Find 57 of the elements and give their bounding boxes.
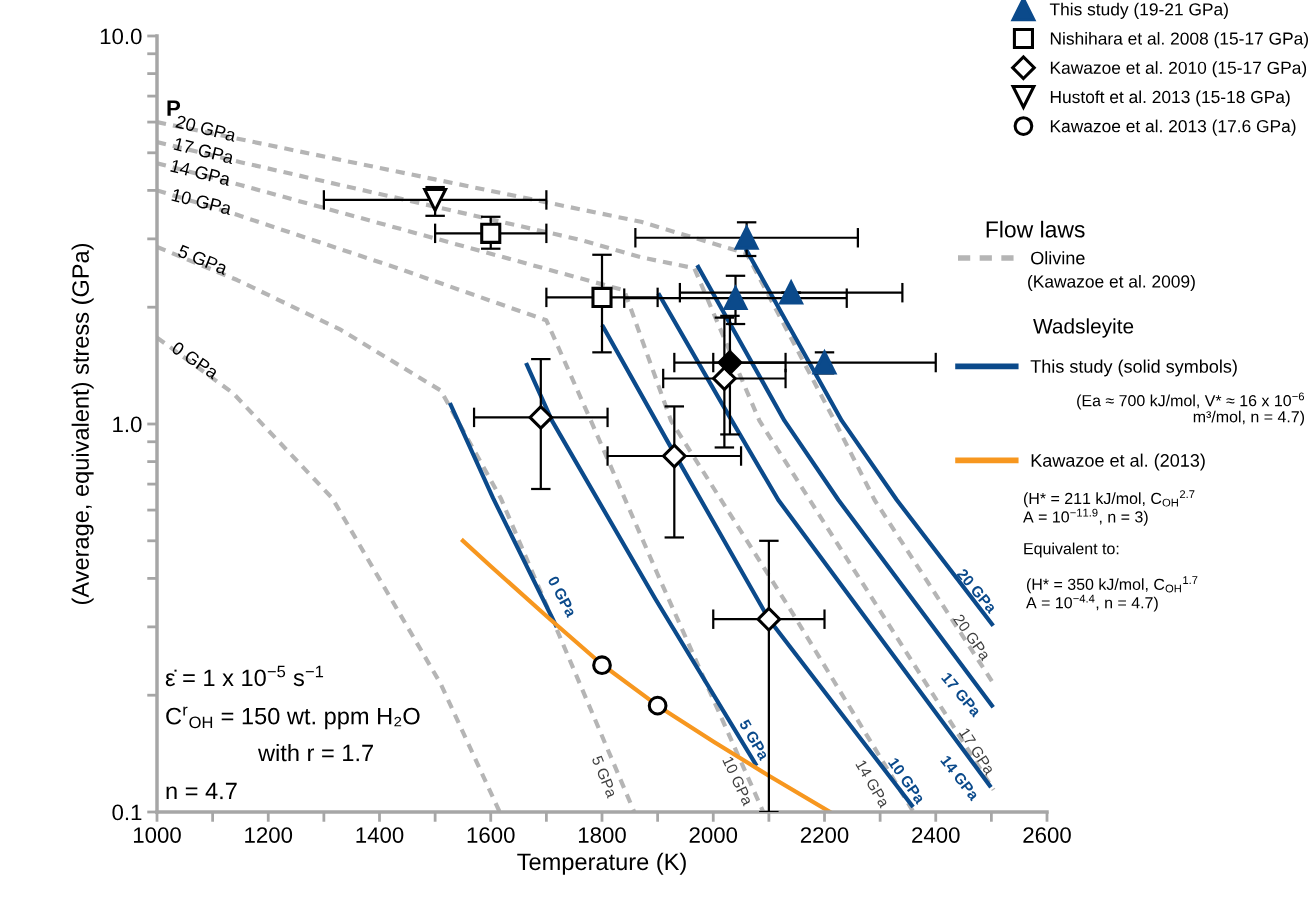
line-series [157, 335, 502, 812]
point [480, 222, 502, 244]
point [592, 655, 612, 676]
point [778, 278, 804, 305]
y-tick-label: 1.0 [113, 416, 142, 433]
x-tick-label: 2200 [800, 827, 849, 843]
annotation: (Kawazoe et al. 2009) [1028, 274, 1195, 292]
annotation: 0 GPa [547, 575, 578, 619]
annotation: 10 GPa [722, 756, 754, 807]
legend-title: Flow laws [986, 220, 1085, 238]
legend-label: This study (19-21 GPa) [1049, 2, 1228, 19]
text: (Ea ≈ 700 kJ/mol, V* ≈ 16 x 10$^{−6}$ m³/mol, n = 4.7) [1077, 392, 1305, 426]
point [591, 286, 613, 308]
annotation: C$^{r}$$_{OH}$ = 150 wt. ppm H₂O [166, 706, 420, 730]
legend-label: Kawazoe et al. 2010 (15-17 GPa) [1050, 61, 1307, 78]
legend-label: Nishihara et al. 2008 (15-17 GPa) [1050, 31, 1308, 49]
y-tick-label: 10.0 [100, 28, 142, 45]
annotation: Equivalent to: [1024, 542, 1119, 558]
line-series [157, 244, 637, 812]
legend-label: Kawazoe et al. (2013) [1031, 453, 1205, 471]
annotation: 10 GPa [171, 188, 233, 216]
x-tick-label: 2600 [1023, 827, 1071, 843]
point [734, 225, 759, 250]
y-axis-title: (Average, equivalent) stress (GPa) [71, 243, 94, 605]
x-tick-label: 2000 [689, 827, 738, 843]
point [717, 350, 743, 375]
x-axis-title: Temperature (K) [517, 852, 686, 875]
point [756, 606, 782, 632]
x-tick-label: 1600 [467, 827, 515, 843]
text: (H* = 211 kJ/mol, C$_{OH}$$^{2.7}$ A = 10$^{−11.9}$, n = 3) [1023, 490, 1195, 526]
legend-label: This study (solid symbols) [1030, 359, 1237, 377]
x-tick-label: 2400 [912, 827, 960, 843]
annotation: 5 GPa [177, 244, 229, 276]
annotation: n = 4.7 [166, 782, 237, 800]
point [712, 366, 737, 391]
annotation: P [167, 100, 181, 116]
point [661, 443, 687, 469]
legend-label: Hustoft et al. 2013 (15-18 GPa) [1050, 90, 1290, 107]
x-tick-label: 1200 [245, 827, 293, 843]
point [528, 405, 554, 430]
annotation: 0 GPa [170, 340, 220, 380]
text: (H* = 350 kJ/mol, C$_{OH}$$^{1.7}$ A = 10$^{−4.4}$, n = 4.7) [1026, 576, 1198, 612]
annotation: ε̇ = 1 x 10$^{−5}$ s$^{−1}$ [165, 665, 324, 687]
point [723, 286, 748, 311]
legend-label: Olivine [1031, 251, 1085, 265]
line-series [460, 538, 833, 812]
x-tick-label: 1800 [578, 827, 626, 843]
x-tick-label: 1000 [133, 827, 181, 843]
y-tick-label: 0.1 [112, 804, 142, 821]
annotation: with r = 1.7 [257, 743, 373, 762]
point [647, 695, 668, 716]
x-tick-label: 1400 [356, 827, 404, 843]
annotation: Wadsleyite [1033, 318, 1134, 338]
legend-label: Kawazoe et al. 2013 (17.6 GPa) [1050, 119, 1296, 136]
line-series [157, 188, 766, 812]
point [423, 187, 448, 212]
annotation: 5 GPa [591, 755, 618, 799]
